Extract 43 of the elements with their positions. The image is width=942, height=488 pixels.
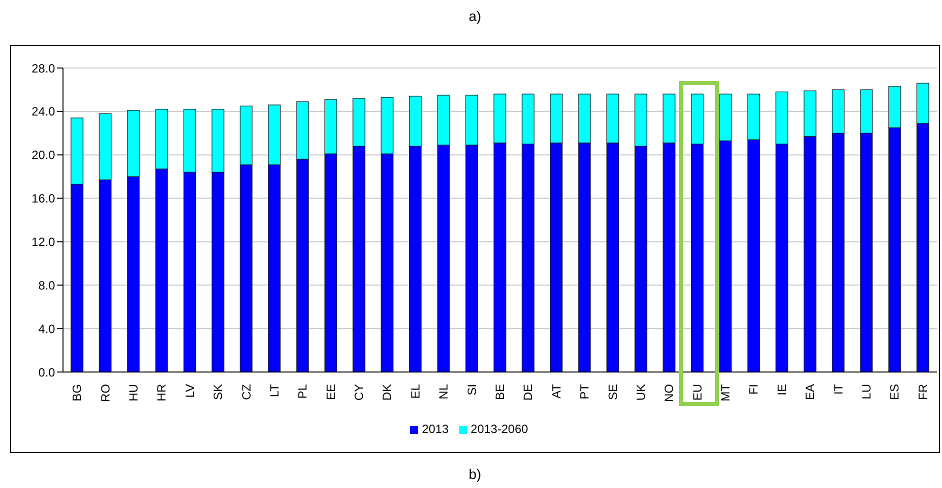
y-tick-label: 28.0 [32, 61, 56, 76]
legend-label: 2013-2060 [470, 422, 528, 436]
x-tick-label: LU [860, 384, 874, 400]
x-tick-label: LV [182, 384, 197, 398]
x-tick-label: SE [606, 384, 620, 400]
y-tick-label: 20.0 [32, 148, 56, 162]
x-tick-label: FI [746, 384, 761, 395]
x-tick-label: PT [578, 383, 592, 400]
y-tick-label: 12.0 [32, 234, 56, 249]
x-tick-label: SK [211, 384, 226, 400]
x-tick-label: DE [521, 384, 536, 401]
x-tick-label: EU [690, 384, 704, 401]
y-tick-label: 4.0 [38, 322, 56, 336]
x-tick-label: PL [296, 384, 310, 399]
x-tick-label: NL [436, 384, 451, 400]
legend-label: 2013 [422, 422, 449, 436]
x-tick-label: IE [774, 384, 789, 396]
chart-title: a) [468, 8, 482, 24]
x-tick-label: AT [549, 383, 564, 398]
x-tick-label: IT [831, 383, 846, 395]
x-tick-label: ES [888, 384, 902, 400]
y-tick-label: 8.0 [38, 278, 56, 292]
x-tick-label: CZ [239, 384, 254, 400]
x-tick-label: BE [493, 384, 507, 400]
text: b) [468, 466, 482, 482]
x-tick-label: SI [464, 384, 479, 396]
y-tick-label: 24.0 [32, 104, 56, 119]
x-tick-label: HU [126, 384, 140, 402]
x-tick-label: LT [267, 383, 282, 398]
x-tick-label: EL [408, 384, 422, 399]
x-tick-label: UK [634, 384, 648, 401]
y-tick-label: 0.0 [38, 365, 56, 380]
x-tick-label: NO [662, 384, 676, 402]
x-tick-label: EA [803, 384, 818, 400]
x-tick-label: DK [380, 384, 394, 401]
x-tick-label: CY [352, 384, 366, 401]
y-tick-label: 16.0 [32, 192, 56, 206]
x-tick-label: BG [70, 384, 84, 402]
x-tick-label: RO [98, 384, 112, 402]
x-tick-label: MT [718, 383, 733, 402]
x-tick-label: HR [154, 384, 169, 402]
x-tick-label: FR [916, 384, 930, 400]
x-tick-label: EE [324, 384, 338, 400]
